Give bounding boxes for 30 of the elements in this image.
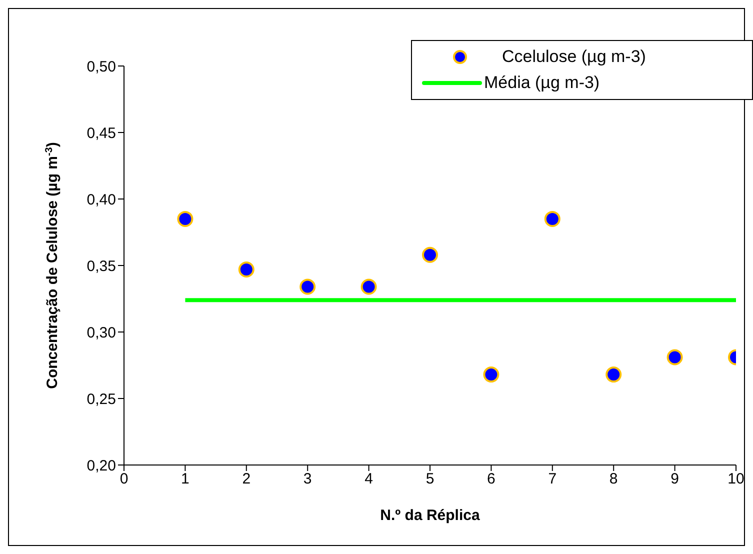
y-tick-label: 0,50: [86, 58, 116, 76]
x-tick-label: 1: [181, 470, 190, 488]
point: [666, 349, 683, 366]
x-tick-label: 6: [487, 470, 496, 488]
point: [422, 246, 438, 263]
y-tick-label: 0,40: [86, 191, 116, 208]
point: [360, 278, 377, 295]
point: [544, 210, 560, 227]
y-tick-label: 0,25: [86, 390, 116, 408]
x-axis-title: N.º da Réplica: [380, 507, 480, 524]
point: [238, 261, 254, 278]
x-tick-label: 5: [426, 470, 434, 488]
y-tick-label: 0,45: [86, 124, 116, 142]
x-tick-label: 8: [609, 470, 618, 488]
x-tick-label: 0: [120, 470, 128, 488]
point: [300, 278, 316, 295]
x-tick-label: 3: [303, 470, 312, 488]
point: [177, 210, 194, 227]
legend-label: Ccelulose (µg m-3): [502, 47, 646, 67]
x-tick-label: 9: [670, 470, 679, 488]
y-tick-label: 0,20: [86, 457, 116, 474]
x-tick-label: 10: [728, 470, 744, 488]
x-tick-label: 2: [242, 470, 251, 488]
point: [606, 366, 622, 383]
x-tick-label: 7: [548, 470, 557, 488]
x-tick-label: 4: [364, 470, 373, 488]
y-tick-label: 0,35: [86, 258, 116, 275]
y-tick-label: 0,30: [86, 324, 116, 342]
point: [483, 366, 500, 383]
legend-label: Média (µg m-3): [484, 73, 600, 93]
